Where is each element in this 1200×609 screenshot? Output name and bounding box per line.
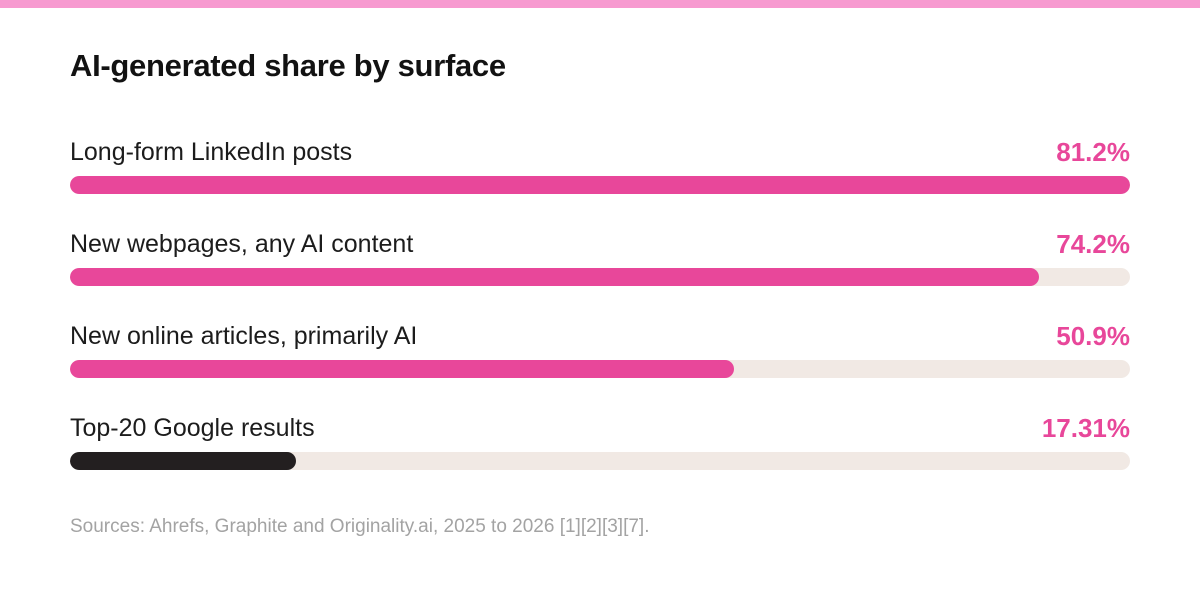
source-note: Sources: Ahrefs, Graphite and Originalit… [70,516,650,537]
bar-fill [70,268,1039,286]
bar-fill [70,360,734,378]
category-label: New online articles, primarily AI [70,322,418,350]
bar-fill [70,176,1130,194]
bar-track [70,176,1130,194]
category-label: New webpages, any AI content [70,230,414,258]
category-label: Top-20 Google results [70,414,315,442]
bar-row-linkedin-posts: Long-form LinkedIn posts 81.2% [70,132,1130,224]
bar-track [70,360,1130,378]
category-label: Long-form LinkedIn posts [70,138,353,166]
bar-track [70,268,1130,286]
bar-chart: Long-form LinkedIn posts 81.2% New webpa… [70,132,1130,500]
chart-title: AI-generated share by surface [70,48,506,83]
bar-row-new-webpages: New webpages, any AI content 74.2% [70,224,1130,316]
value-label: 74.2% [1056,229,1130,259]
bar-row-google-results: Top-20 Google results 17.31% [70,408,1130,500]
value-label: 50.9% [1056,321,1130,351]
bar-track [70,452,1130,470]
top-accent-strip [0,0,1200,8]
bar-row-online-articles: New online articles, primarily AI 50.9% [70,316,1130,408]
bar-fill [70,452,296,470]
value-label: 17.31% [1041,413,1130,443]
value-label: 81.2% [1056,137,1130,167]
